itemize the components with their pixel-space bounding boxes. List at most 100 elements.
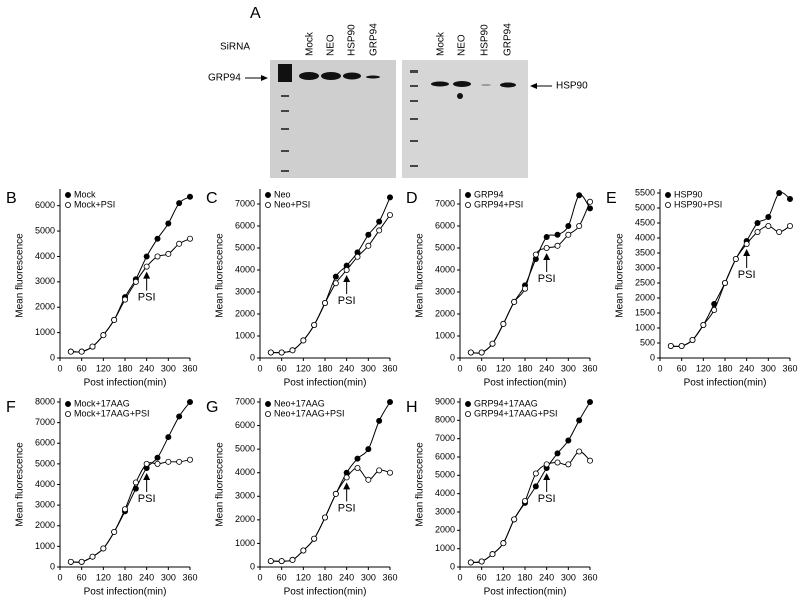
x-tick-label: 300: [561, 572, 576, 582]
ladder: [278, 64, 418, 172]
fit-line: [70, 238, 191, 353]
data-point: [543, 461, 550, 468]
data-point: [489, 340, 496, 347]
data-point: [376, 467, 383, 474]
panel-letter: F: [6, 399, 16, 416]
y-tick-label: 1000: [235, 330, 255, 340]
data-point: [132, 278, 139, 285]
data-point: [467, 349, 474, 356]
y-tick-label: 2000: [35, 520, 55, 530]
x-tick-label: 300: [361, 572, 376, 582]
legend-label: GRP94+17AAG+PSI: [474, 408, 558, 418]
panel-letter: H: [406, 399, 418, 416]
annotation: PSI: [538, 273, 556, 285]
x-tick-label: 60: [77, 572, 87, 582]
data-point: [500, 320, 507, 327]
data-point: [576, 192, 583, 199]
x-tick-label: 60: [477, 572, 487, 582]
fit-line: [670, 225, 791, 347]
data-point: [176, 458, 183, 465]
y-tick-label: 1000: [235, 538, 255, 548]
data-point: [376, 227, 383, 234]
chart-panel: G 0 1000 2000 3000 4000 5000 6000 7000 0 60 120 180 2…: [206, 396, 398, 597]
blot-right-label: HSP90: [556, 81, 588, 92]
data-point: [154, 253, 161, 260]
y-tick-label: 0: [250, 561, 255, 571]
panel-letter: D: [406, 190, 418, 207]
y-tick-label: 500: [640, 337, 655, 347]
legend-marker: [264, 201, 271, 208]
data-point: [89, 343, 96, 350]
y-tick-label: 5000: [435, 470, 455, 480]
y-tick-label: 2000: [635, 292, 655, 302]
y-tick-label: 0: [650, 352, 655, 362]
data-point: [122, 506, 129, 513]
data-point: [543, 233, 550, 240]
y-tick-label: 4000: [235, 467, 255, 477]
y-tick-label: 4000: [435, 264, 455, 274]
legend-label: Neo+17AAG: [274, 398, 325, 408]
legend-label: GRP94+17AAG: [474, 398, 538, 408]
annotation: PSI: [538, 493, 556, 505]
data-point: [311, 321, 318, 328]
y-axis-label: Mean fluorescence: [15, 442, 26, 527]
data-point: [311, 535, 318, 542]
data-point: [332, 280, 339, 287]
x-tick-label: 60: [677, 363, 687, 373]
data-point: [776, 189, 783, 196]
data-point: [132, 479, 139, 486]
data-point: [386, 469, 393, 476]
data-point: [754, 228, 761, 235]
y-tick-label: 7000: [235, 396, 255, 406]
y-tick-label: 3000: [635, 262, 655, 272]
data-point: [532, 251, 539, 258]
data-point: [743, 240, 750, 247]
y-tick-label: 2000: [435, 525, 455, 535]
y-tick-label: 4000: [35, 251, 55, 261]
data-point: [511, 298, 518, 305]
legend-marker: [65, 191, 72, 198]
x-tick-label: 0: [457, 363, 462, 373]
x-tick-label: 300: [361, 363, 376, 373]
data-point: [354, 455, 361, 462]
y-tick-label: 1000: [35, 327, 55, 337]
y-tick-label: 6000: [35, 438, 55, 448]
y-tick-label: 6000: [235, 420, 255, 430]
blot-panel: A SiRNA GRP94 HSP90: [208, 5, 588, 178]
data-point: [100, 332, 107, 339]
y-tick-label: 7000: [435, 433, 455, 443]
fit-line: [70, 401, 191, 563]
x-tick-label: 300: [761, 363, 776, 373]
legend-label: GRP94: [474, 189, 504, 199]
data-point: [587, 398, 594, 405]
data-point: [89, 553, 96, 560]
data-point: [554, 459, 561, 466]
data-point: [289, 347, 296, 354]
x-axis-label: Post infection(min): [84, 378, 167, 389]
x-tick-label: 180: [317, 572, 332, 582]
data-point: [554, 231, 561, 238]
data-point: [565, 222, 572, 229]
y-tick-label: 1000: [435, 330, 455, 340]
y-tick-label: 5500: [635, 187, 655, 197]
annotation-arrowhead: [143, 271, 151, 279]
blot-left-label: GRP94: [208, 73, 241, 84]
x-tick-label: 300: [161, 572, 176, 582]
y-tick-label: 1500: [635, 307, 655, 317]
legend-label: HSP90+PSI: [674, 199, 722, 209]
legend-marker: [264, 410, 271, 417]
x-tick-label: 360: [382, 363, 397, 373]
data-point: [321, 299, 328, 306]
y-tick-label: 5000: [435, 242, 455, 252]
y-tick-label: 0: [250, 352, 255, 362]
legend-marker: [264, 400, 271, 407]
lane-label: GRP94: [369, 23, 380, 56]
x-axis-label: Post infection(min): [484, 378, 567, 389]
y-tick-label: 0: [50, 561, 55, 571]
legend-marker: [665, 191, 672, 198]
data-point: [386, 194, 393, 201]
x-tick-label: 360: [582, 572, 597, 582]
annotation: PSI: [338, 295, 356, 307]
y-tick-label: 5000: [235, 444, 255, 454]
panel-letter: B: [6, 190, 17, 207]
